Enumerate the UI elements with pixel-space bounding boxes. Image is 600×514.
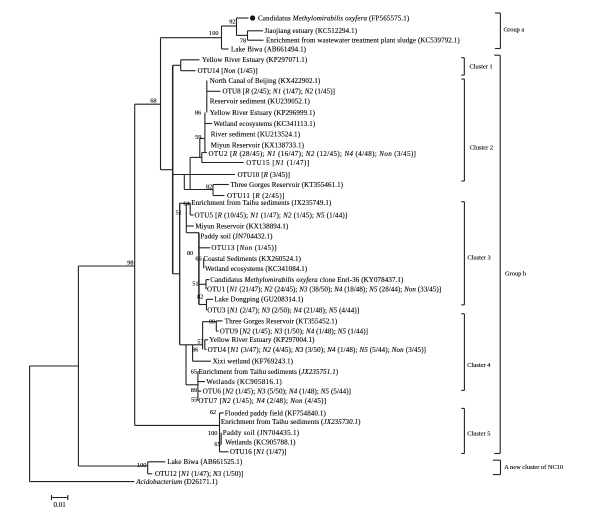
- svg-text:55: 55: [191, 397, 197, 404]
- svg-text:OTU15 [N1 (1/47)]: OTU15 [N1 (1/47)]: [246, 159, 309, 167]
- svg-text:68: 68: [150, 98, 156, 105]
- svg-text:86: 86: [192, 347, 198, 354]
- svg-text:Group b: Group b: [505, 271, 526, 278]
- svg-text:Yellow River Estuary (KP297004: Yellow River Estuary (KP297004.1): [209, 336, 315, 344]
- svg-text:Acidobacterium (D26171.1): Acidobacterium (D26171.1): [135, 478, 218, 486]
- svg-text:59: 59: [195, 134, 201, 141]
- svg-text:65: 65: [214, 441, 220, 448]
- svg-text:Jiaojiang estuary (KC512294.1): Jiaojiang estuary (KC512294.1): [265, 27, 358, 35]
- svg-text:82: 82: [206, 184, 212, 191]
- svg-text:OTU1 [N1 (21/47); N2 (24/45);: OTU1 [N1 (21/47); N2 (24/45); N3 (38/50)…: [207, 286, 441, 294]
- svg-text:Enrichment from Taihu sediment: Enrichment from Taihu sediments (JX23574…: [191, 199, 332, 207]
- svg-text:OTU11 [R (2/45)]: OTU11 [R (2/45)]: [227, 192, 285, 200]
- svg-text:Cluster 1: Cluster 1: [470, 64, 493, 71]
- svg-text:92: 92: [229, 19, 235, 26]
- svg-text:Cluster 3: Cluster 3: [467, 254, 490, 261]
- svg-text:OTU7 [N2 (1/45); N4 (2/48); No: OTU7 [N2 (1/45); N4 (2/48); Non (4/45)]: [198, 397, 326, 405]
- svg-text:64: 64: [183, 200, 190, 207]
- svg-text:Paddy soil (JN704432.1): Paddy soil (JN704432.1): [201, 233, 274, 241]
- svg-text:A new cluster of NC10: A new cluster of NC10: [504, 464, 563, 471]
- svg-text:OTU9 [N2 (1/45); N3 (1/50); N4: OTU9 [N2 (1/45); N3 (1/50); N4 (1/48); N…: [220, 328, 368, 336]
- svg-text:North Canal of Beijing (KX4229: North Canal of Beijing (KX422902.1): [210, 77, 321, 85]
- svg-text:OTU6 [N2 (1/45); N3 (5/50); N4: OTU6 [N2 (1/45); N3 (5/50); N4 (1/48); N…: [203, 388, 351, 396]
- svg-text:100: 100: [137, 462, 146, 469]
- svg-text:51: 51: [176, 210, 182, 217]
- svg-text:65: 65: [191, 369, 197, 376]
- svg-text:Yellow River Estuary (KP297071: Yellow River Estuary (KP297071.1): [202, 56, 308, 64]
- svg-text:Cluster 2: Cluster 2: [470, 145, 493, 152]
- svg-text:Enrichment from wastewater tre: Enrichment from wastewater treatment pla…: [266, 37, 460, 45]
- svg-text:OTU16 [N1 (1/47)]: OTU16 [N1 (1/47)]: [230, 448, 287, 456]
- svg-text:OTU13 [Non (1/45)]: OTU13 [Non (1/45)]: [211, 244, 277, 252]
- svg-text:51: 51: [192, 281, 198, 288]
- svg-text:82: 82: [197, 293, 203, 300]
- svg-text:Wetlands (KC905788.1): Wetlands (KC905788.1): [225, 439, 296, 447]
- svg-text:Yellow River Estuary (KP296999: Yellow River Estuary (KP296999.1): [210, 109, 316, 117]
- svg-text:Lake Biwa (AB661494.1): Lake Biwa (AB661494.1): [231, 45, 307, 53]
- svg-text:57: 57: [197, 339, 203, 346]
- svg-text:OTU14 [Non (1/45)]: OTU14 [Non (1/45)]: [198, 67, 258, 75]
- svg-text:OTU8 [R (2/45); N1 (1/47); N2: OTU8 [R (2/45); N1 (1/47); N2 (1/45)]: [223, 88, 336, 96]
- svg-text:OTU3 [N1 (2/47); N3 (2/50); N4: OTU3 [N1 (2/47); N3 (2/50); N4 (21/48); …: [207, 307, 359, 315]
- svg-text:99: 99: [209, 318, 215, 325]
- svg-text:62: 62: [210, 409, 216, 416]
- svg-text:Cluster 5: Cluster 5: [467, 430, 490, 437]
- svg-text:Wetlands (KC905816.1): Wetlands (KC905816.1): [206, 378, 282, 386]
- svg-text:Cluster 4: Cluster 4: [467, 362, 491, 369]
- svg-text:OTU12 [N1 (1/47); N3 (1/50)]: OTU12 [N1 (1/47); N3 (1/50)]: [155, 470, 243, 478]
- svg-text:Lake Dongping (GU208314.1): Lake Dongping (GU208314.1): [214, 296, 304, 304]
- svg-text:Wetland ecosystems (KC341084.1: Wetland ecosystems (KC341084.1): [205, 265, 308, 273]
- svg-text:Paddy soil (JN704435.1): Paddy soil (JN704435.1): [223, 429, 300, 437]
- svg-text:89: 89: [191, 387, 197, 394]
- svg-text:Reservoir sediment (KU239052.1: Reservoir sediment (KU239052.1): [210, 97, 311, 105]
- svg-text:98: 98: [127, 260, 133, 267]
- svg-text:Three Gorges Reservoir (KT3554: Three Gorges Reservoir (KT355461.1): [231, 181, 344, 189]
- svg-text:Lake Biwa (AB661525.1): Lake Biwa (AB661525.1): [167, 458, 243, 466]
- svg-text:Three Gorges Reservoir (KT3554: Three Gorges Reservoir (KT355452.1): [225, 317, 338, 325]
- svg-text:86: 86: [195, 110, 201, 117]
- svg-text:Xixi wetland (KF769243.1): Xixi wetland (KF769243.1): [213, 358, 294, 366]
- svg-text:66: 66: [195, 256, 201, 263]
- svg-text:OTU5 [R (10/45); N1 (1/47); N2: OTU5 [R (10/45); N1 (1/47); N2 (1/45); N…: [195, 211, 348, 219]
- svg-text:Wetland ecosystems (KC341113.1: Wetland ecosystems (KC341113.1): [214, 120, 316, 128]
- svg-text:Coastal Sediments (KX260524.1): Coastal Sediments (KX260524.1): [203, 255, 301, 263]
- svg-text:Miyun Reservoir (KX138894.1): Miyun Reservoir (KX138894.1): [195, 222, 289, 230]
- svg-text:OTU10 [R (3/45)]: OTU10 [R (3/45)]: [238, 171, 291, 179]
- svg-text:Group a: Group a: [504, 26, 525, 33]
- svg-text:OTU2 [R (28/45); N1 (16/47); N: OTU2 [R (28/45); N1 (16/47); N2 (12/45);…: [209, 150, 417, 158]
- svg-text:100: 100: [209, 30, 218, 37]
- svg-text:Enrichment from Taihu sediment: Enrichment from Taihu sediments (JX23575…: [199, 368, 339, 376]
- svg-text:Candidatus Methylomirabilis ox: Candidatus Methylomirabilis oxyfera clon…: [210, 276, 404, 284]
- svg-text:River sediment (KU213524.1): River sediment (KU213524.1): [211, 130, 301, 138]
- svg-text:Enrichment from Taihu sediment: Enrichment from Taihu sediments (JX23573…: [221, 418, 361, 426]
- svg-text:Flooded paddy field (KF754840.: Flooded paddy field (KF754840.1): [225, 409, 327, 417]
- svg-text:78: 78: [240, 38, 246, 45]
- svg-text:OTU4 [N1 (3/47); N2 (4/45); N3: OTU4 [N1 (3/47); N2 (4/45); N3 (3/50); N…: [208, 346, 427, 354]
- svg-text:0.01: 0.01: [53, 501, 66, 509]
- svg-text:80: 80: [187, 250, 193, 257]
- svg-text:Candidatus Methylomirabilis ox: Candidatus Methylomirabilis oxyfera (FP5…: [258, 14, 410, 22]
- svg-text:Miyun Reservoir (KX138733.1): Miyun Reservoir (KX138733.1): [211, 141, 305, 149]
- svg-text:100: 100: [208, 430, 217, 437]
